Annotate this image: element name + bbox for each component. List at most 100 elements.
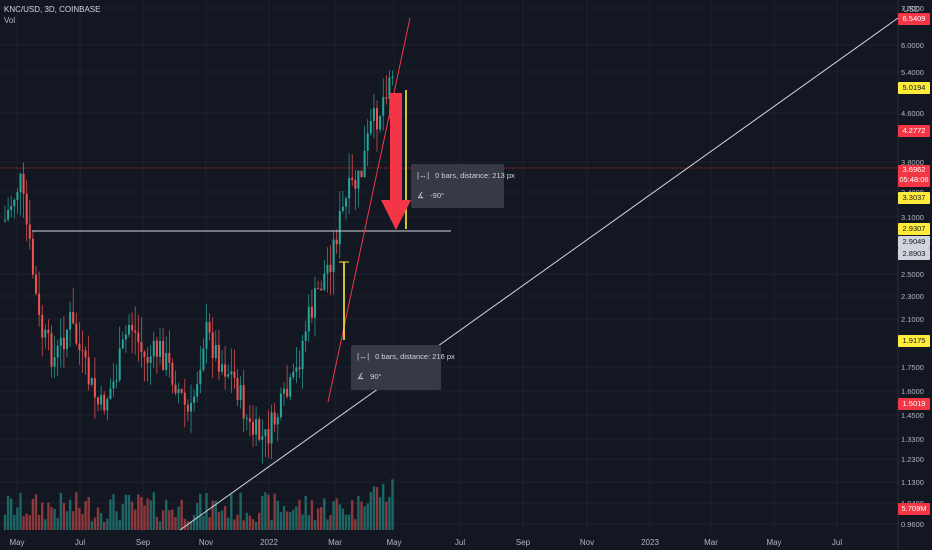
candle-body [345, 198, 347, 207]
price-tick-label: 3.8000 [901, 158, 924, 167]
volume-bar [211, 500, 214, 530]
time-tick-label: Jul [74, 538, 86, 547]
candle-body [376, 108, 378, 130]
candle-body [270, 412, 273, 444]
candle-body [329, 264, 332, 272]
candle-body [335, 239, 338, 245]
candle-body [258, 419, 261, 440]
price-tick-label: 1.4500 [901, 411, 924, 420]
volume-bar [22, 516, 25, 530]
candle-body [168, 352, 171, 363]
candle-body [44, 329, 47, 338]
volume-bar [180, 499, 183, 530]
candle-body [379, 115, 382, 130]
volume-bar [378, 497, 382, 530]
volume-bar [44, 519, 47, 530]
candle-body [180, 389, 183, 393]
volume-bar [19, 492, 22, 530]
volume-bar [127, 495, 131, 530]
candle-body [217, 344, 220, 372]
volume-bar [375, 487, 379, 530]
volume-bar [65, 511, 69, 530]
volume-bar [335, 498, 338, 530]
volume-bar [366, 503, 369, 530]
volume-bar [298, 499, 301, 530]
symbol-title[interactable]: KNC/USD, 3D, COINBASE [4, 5, 101, 14]
volume-bar [183, 518, 186, 530]
volume-bar [196, 503, 199, 530]
candle-body [326, 264, 329, 274]
volume-bar [99, 513, 103, 530]
candle-body [47, 329, 50, 334]
candle-body [341, 206, 344, 211]
price-tick-label: 1.7500 [901, 363, 924, 372]
candle-body [221, 364, 223, 372]
time-tick-label: May [766, 538, 782, 547]
volume-bar [220, 510, 224, 530]
volume-bar [146, 498, 149, 530]
candle-body [140, 342, 143, 352]
volume-bar [351, 500, 354, 530]
candle-body [4, 219, 6, 221]
volume-bar [344, 514, 348, 530]
volume-bar [347, 514, 351, 530]
volume-bar [13, 514, 16, 530]
volume-bar [323, 498, 326, 530]
candle-body [62, 337, 65, 350]
candle-body [295, 367, 298, 372]
volume-bars [3, 479, 394, 530]
candle-body [115, 380, 118, 382]
volume-bar [310, 500, 314, 530]
volume-bar [137, 494, 140, 530]
volume-bar [341, 508, 345, 530]
chart-grid [0, 0, 899, 550]
volume-bar [31, 498, 35, 530]
price-badge: 6.5409 [898, 13, 930, 25]
volume-bar [134, 509, 137, 530]
candle-body [391, 76, 394, 78]
volume-bar [143, 505, 146, 530]
candle-body [317, 288, 320, 290]
time-tick-label: 2022 [260, 538, 278, 547]
volume-bar [87, 497, 90, 530]
candle-body [128, 324, 130, 335]
candle-body [35, 274, 37, 294]
volume-bar [248, 515, 252, 530]
candle-body [289, 377, 292, 397]
candle-body [159, 341, 161, 357]
candle-body [100, 394, 103, 405]
volume-bar [242, 520, 245, 530]
candle-body [208, 322, 211, 333]
candle-body [90, 378, 93, 385]
volume-bar [332, 501, 335, 530]
volume-bar [84, 501, 87, 530]
volume-bar [161, 510, 165, 530]
volume-label[interactable]: Vol [4, 16, 16, 25]
currency-label: USD [903, 5, 920, 14]
candle-body [41, 314, 44, 338]
measure-tooltip-upper: |↔| 0 bars, distance: 213 px ∡ -90° [411, 164, 515, 208]
candle-body [84, 350, 87, 358]
time-tick-label: May [9, 538, 25, 547]
volume-bar [360, 501, 363, 530]
candle-body [310, 306, 313, 318]
candle-body [224, 364, 227, 377]
candle-body [255, 419, 258, 435]
candle-body [19, 173, 22, 193]
volume-bar [93, 517, 97, 530]
volume-bar [354, 519, 357, 530]
volume-bar [155, 516, 159, 530]
price-badge: 1.5019 [898, 398, 930, 410]
candle-body [360, 170, 363, 178]
candle-body [227, 374, 230, 377]
price-tick-label: 3.1000 [901, 213, 924, 222]
candle-body [137, 332, 140, 343]
volume-bar [264, 492, 267, 530]
volume-bar [357, 495, 360, 530]
candle-body [162, 341, 165, 370]
time-tick-label: Nov [579, 538, 595, 547]
volume-bar [326, 519, 329, 530]
candle-body [239, 385, 242, 400]
volume-bar [214, 500, 217, 530]
